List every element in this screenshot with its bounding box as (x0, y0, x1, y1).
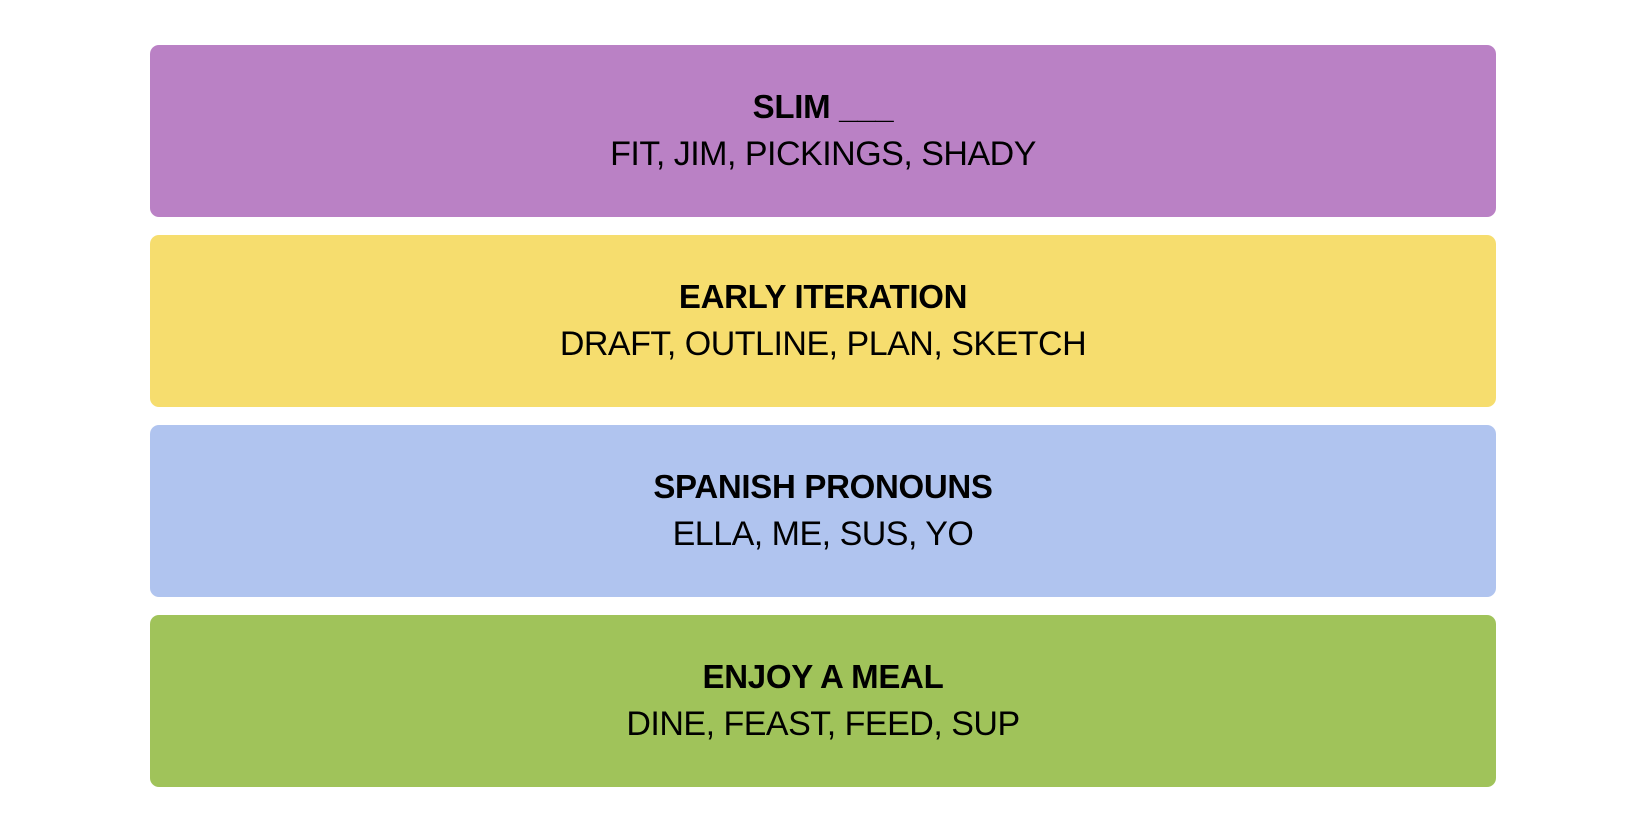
group-members: FIT, JIM, PICKINGS, SHADY (610, 135, 1036, 173)
solved-group: ENJOY A MEAL DINE, FEAST, FEED, SUP (150, 615, 1496, 787)
group-title: ENJOY A MEAL (702, 658, 944, 695)
solved-group: SPANISH PRONOUNS ELLA, ME, SUS, YO (150, 425, 1496, 597)
solved-group: SLIM ___ FIT, JIM, PICKINGS, SHADY (150, 45, 1496, 217)
group-title: SLIM ___ (752, 88, 894, 125)
group-members: DINE, FEAST, FEED, SUP (626, 705, 1020, 743)
solved-board: SLIM ___ FIT, JIM, PICKINGS, SHADY EARLY… (150, 45, 1496, 805)
group-members: DRAFT, OUTLINE, PLAN, SKETCH (559, 325, 1087, 363)
group-title: EARLY ITERATION (678, 278, 968, 315)
group-members: ELLA, ME, SUS, YO (672, 515, 974, 553)
group-title: SPANISH PRONOUNS (653, 468, 993, 505)
solved-group: EARLY ITERATION DRAFT, OUTLINE, PLAN, SK… (150, 235, 1496, 407)
